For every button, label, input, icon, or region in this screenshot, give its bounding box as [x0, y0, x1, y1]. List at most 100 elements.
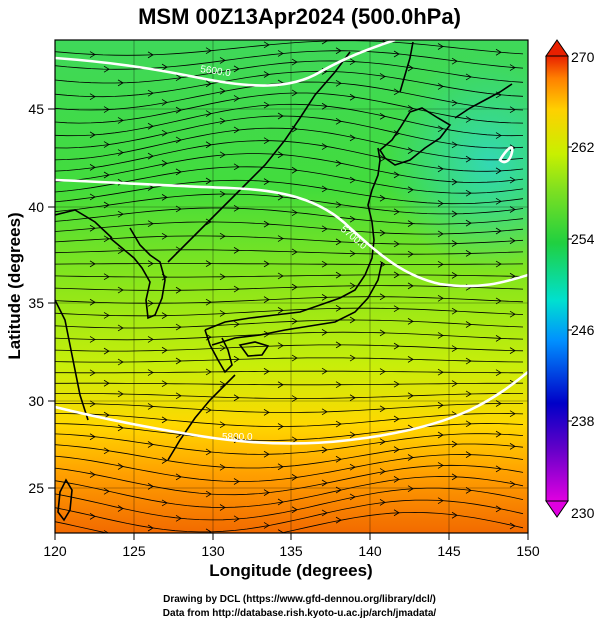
streamline-arrow: [277, 272, 284, 280]
streamline-arrow: [407, 318, 414, 325]
x-tick-120: 120: [43, 543, 67, 559]
colorbar: 270 262 254 246 238 230: [545, 39, 595, 521]
streamline-arrow: [407, 105, 414, 112]
streamline: [55, 249, 524, 255]
streamline-arrow: [89, 298, 96, 306]
streamline-arrow: [89, 131, 96, 139]
streamline: [55, 140, 524, 172]
streamline-arrow: [465, 73, 472, 81]
streamline-arrow: [291, 89, 298, 97]
streamline-arrow: [451, 240, 458, 247]
streamline-arrow: [407, 454, 414, 461]
streamline-arrow: [465, 420, 472, 428]
streamline-arrow: [335, 455, 342, 463]
streamline-arrow: [219, 463, 226, 471]
contour-5700: [55, 178, 528, 288]
streamline-arrow: [451, 440, 458, 448]
streamline-arrow: [393, 271, 400, 279]
coastlines: [55, 41, 513, 522]
streamline: [55, 179, 524, 205]
sakhalin-coast: [399, 41, 414, 93]
streamline-arrow: [407, 392, 414, 400]
streamline-arrow: [349, 394, 356, 402]
streamline-arrow: [161, 160, 168, 167]
streamline-arrow: [175, 106, 182, 114]
streamline-arrow: [321, 509, 328, 517]
streamline-arrow: [205, 47, 212, 55]
streamline-arrow: [161, 63, 168, 71]
streamline: [55, 166, 524, 194]
streamline: [55, 344, 524, 352]
streamline-arrow: [175, 168, 182, 176]
streamline-arrow: [205, 490, 212, 498]
streamline-arrow: [117, 505, 124, 512]
streamline-arrow: [277, 193, 284, 201]
streamline-arrow: [393, 50, 400, 58]
streamline-arrow: [451, 307, 458, 315]
streamline-arrow: [161, 194, 168, 201]
streamline-arrow: [205, 260, 212, 267]
streamline-arrow: [349, 431, 356, 439]
streamline: [55, 499, 524, 533]
streamline-arrow: [89, 260, 96, 268]
streamline-arrow: [175, 514, 182, 522]
streamline-arrow: [495, 465, 502, 473]
streamline-arrow: [495, 430, 502, 438]
streamline-arrow: [162, 539, 167, 545]
colorbar-ticks: [568, 146, 572, 422]
colorbar-tick-262: 262: [571, 139, 595, 155]
streamline-arrow: [379, 293, 386, 301]
streamline-arrow: [437, 462, 444, 469]
streamline: [55, 153, 524, 183]
credit-data: Data from http://database.rish.kyoto-u.a…: [162, 608, 437, 619]
streamline-arrow: [407, 186, 414, 194]
colorbar-top-arrow: [545, 39, 569, 57]
streamline: [55, 413, 524, 427]
streamline-arrow: [393, 88, 400, 96]
streamline-arrow: [277, 151, 284, 159]
streamline-arrow: [277, 381, 284, 389]
streamline-arrow: [407, 147, 414, 154]
streamline-arrow: [335, 201, 342, 209]
streamline-arrow: [509, 443, 516, 450]
streamline: [55, 285, 524, 291]
streamline: [55, 207, 524, 225]
streamline-arrow: [89, 513, 96, 520]
streamline-arrow: [349, 354, 356, 362]
streamline-arrow: [335, 304, 342, 312]
streamline-arrow: [379, 229, 386, 237]
streamline-arrow: [437, 43, 444, 50]
streamline-arrow: [407, 220, 414, 227]
streamline-arrow: [335, 271, 342, 279]
streamline-arrow: [161, 457, 168, 464]
streamline-arrow: [465, 487, 472, 494]
streamline-arrow: [205, 448, 212, 456]
streamline-arrow: [393, 240, 400, 248]
streamline-arrow: [263, 137, 270, 145]
streamline-arrow: [495, 132, 502, 139]
streamline-arrow: [291, 474, 298, 481]
streamline-arrow: [335, 381, 342, 389]
streamline: [55, 476, 524, 508]
streamline-arrow: [147, 524, 154, 532]
streamline-arrow: [465, 116, 472, 123]
streamline-arrow: [89, 224, 96, 232]
streamline-arrow: [291, 166, 298, 174]
colorbar-tick-230: 230: [571, 505, 595, 521]
streamline-arrow: [321, 446, 328, 454]
streamline-arrow: [321, 294, 328, 301]
streamline-arrow: [321, 260, 328, 268]
streamline-arrow: [277, 342, 284, 350]
streamline: [55, 40, 524, 56]
streamline-arrow: [161, 99, 168, 106]
y-axis-label: Latitude (degrees): [5, 212, 24, 359]
streamline-arrow: [465, 390, 472, 398]
colorbar-tick-246: 246: [571, 322, 595, 338]
streamline: [55, 331, 524, 341]
streamline-arrow: [117, 149, 124, 156]
streamline-arrow: [393, 509, 400, 517]
streamline-arrow: [205, 177, 212, 185]
streamline-arrow: [349, 58, 356, 66]
streamline: [55, 263, 524, 265]
streamline-arrow: [321, 408, 328, 416]
